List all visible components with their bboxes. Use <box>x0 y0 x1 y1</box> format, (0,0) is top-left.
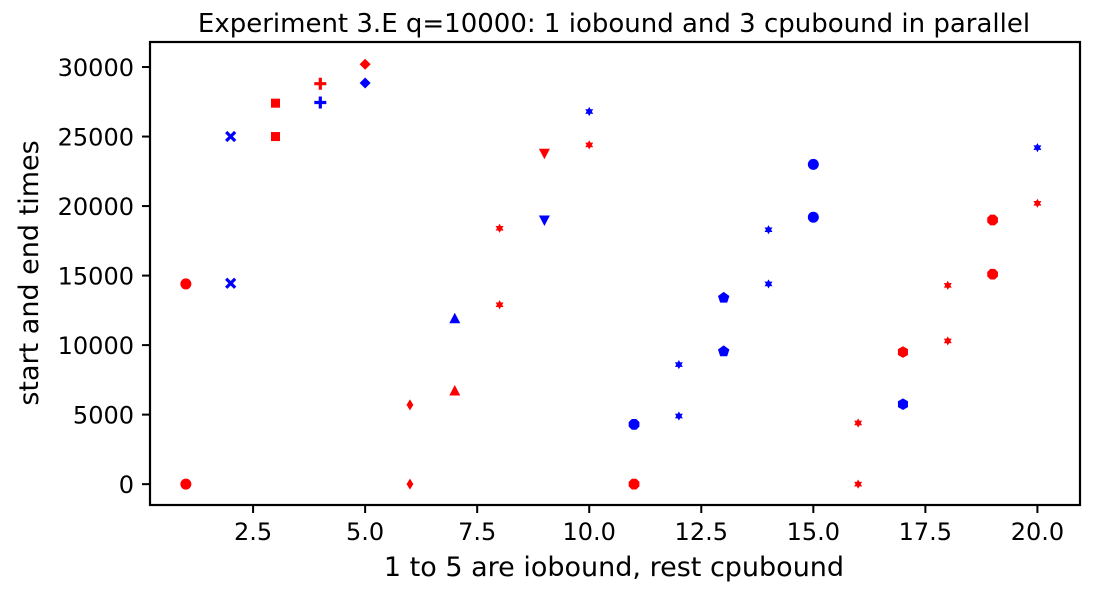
data-point <box>943 280 952 290</box>
chart-title: Experiment 3.E q=10000: 1 iobound and 3 … <box>198 9 1030 39</box>
data-point <box>764 279 773 289</box>
x-tick-label: 2.5 <box>234 518 272 546</box>
data-point <box>854 479 863 489</box>
data-point <box>585 140 594 150</box>
data-point <box>180 278 192 290</box>
data-point <box>270 132 280 142</box>
data-point <box>225 130 237 143</box>
y-tick-label: 30000 <box>58 54 134 82</box>
y-axis: 0 5000 10000 15000 20000 25000 30000 <box>58 54 150 499</box>
x-tick-label: 12.5 <box>675 518 728 546</box>
y-tick-label: 25000 <box>58 124 134 152</box>
data-point <box>628 419 640 430</box>
data-point <box>225 277 237 289</box>
y-tick-label: 20000 <box>58 193 134 221</box>
data-point <box>495 300 504 310</box>
data-point <box>764 225 773 235</box>
data-point <box>406 478 414 490</box>
data-point <box>943 336 952 346</box>
x-tick-label: 17.5 <box>899 518 952 546</box>
plot-area <box>148 40 1082 507</box>
data-point <box>359 58 371 70</box>
data-point <box>538 148 550 160</box>
data-point <box>1033 198 1042 208</box>
data-point <box>359 77 371 89</box>
data-point <box>897 398 908 410</box>
y-tick-label: 5000 <box>73 402 134 430</box>
data-point <box>314 77 327 90</box>
x-tick-label: 15.0 <box>787 518 840 546</box>
y-axis-label: start and end times <box>14 140 45 405</box>
data-point <box>270 98 280 108</box>
data-point <box>987 268 998 280</box>
data-point <box>449 312 461 324</box>
data-point <box>495 223 504 233</box>
y-tick-label: 10000 <box>58 332 134 360</box>
data-point <box>314 96 327 109</box>
data-point <box>854 418 863 428</box>
data-point <box>538 215 550 226</box>
data-point <box>717 291 730 303</box>
data-point <box>987 214 998 226</box>
y-tick-label: 15000 <box>58 263 134 291</box>
data-point <box>449 384 461 396</box>
data-point <box>897 346 908 358</box>
data-point <box>674 359 683 370</box>
data-point <box>628 478 640 490</box>
data-point <box>406 399 414 411</box>
x-axis-label: 1 to 5 are iobound, rest cpubound <box>384 552 844 583</box>
data-point <box>807 211 819 223</box>
y-tick-label: 0 <box>119 471 134 499</box>
x-tick-label: 20.0 <box>1011 518 1064 546</box>
data-point <box>180 478 192 490</box>
x-tick-label: 10.0 <box>563 518 616 546</box>
data-point <box>674 411 683 421</box>
data-point <box>585 106 594 117</box>
data-point <box>1033 143 1042 153</box>
x-tick-label: 7.5 <box>458 518 496 546</box>
x-tick-label: 5.0 <box>346 518 384 546</box>
data-points <box>180 58 1042 490</box>
x-axis: 2.5 5.0 7.5 10.0 12.5 15.0 17.5 20.0 <box>234 505 1064 546</box>
data-point <box>717 345 730 357</box>
data-point <box>807 158 819 170</box>
